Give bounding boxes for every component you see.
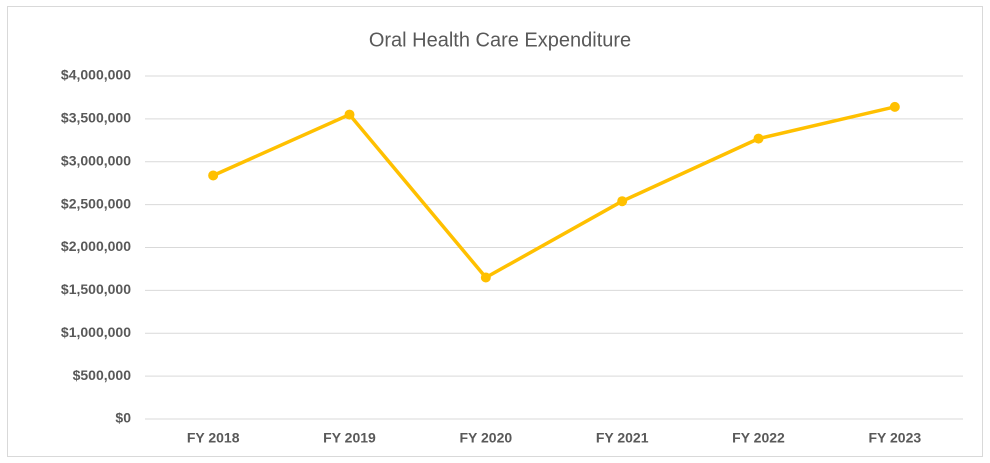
marker — [480, 272, 491, 283]
y-tick-label: $4,000,000 — [61, 67, 131, 83]
y-tick-label: $1,500,000 — [61, 281, 131, 297]
marker — [344, 109, 355, 120]
x-tick-label: FY 2018 — [187, 430, 240, 446]
y-tick-label: $2,500,000 — [61, 195, 131, 211]
y-tick-label: $0 — [115, 410, 131, 426]
x-tick-label: FY 2023 — [868, 430, 921, 446]
y-tick-label: $3,000,000 — [61, 152, 131, 168]
marker — [889, 101, 900, 112]
x-tick-label: FY 2021 — [596, 430, 649, 446]
x-tick-label: FY 2022 — [732, 430, 785, 446]
marker — [753, 133, 764, 144]
marker — [617, 196, 628, 207]
chart-title: Oral Health Care Expenditure — [369, 29, 631, 51]
y-tick-label: $500,000 — [73, 367, 132, 383]
y-tick-label: $2,000,000 — [61, 238, 131, 254]
y-tick-label: $3,500,000 — [61, 110, 131, 126]
marker — [208, 170, 219, 181]
chart-border — [7, 6, 983, 457]
x-tick-label: FY 2019 — [323, 430, 376, 446]
y-tick-label: $1,000,000 — [61, 324, 131, 340]
x-tick-label: FY 2020 — [459, 430, 512, 446]
line — [212, 105, 896, 280]
